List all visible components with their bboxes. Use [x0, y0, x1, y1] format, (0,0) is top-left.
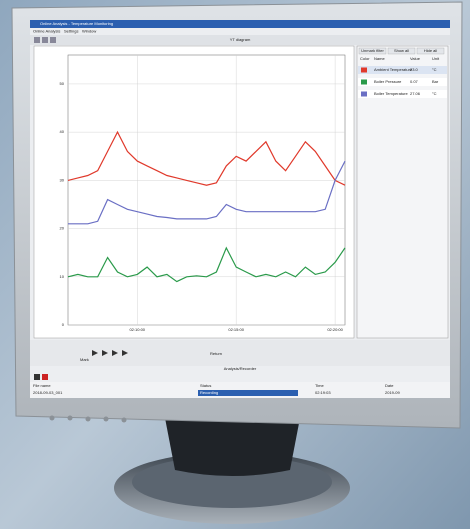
y-tick-label: 50: [60, 81, 65, 86]
color-swatch: [361, 79, 367, 85]
plot-area: [67, 54, 346, 326]
menu-item[interactable]: Online Analysis: [33, 29, 60, 34]
menu-item[interactable]: Settings: [64, 29, 78, 34]
y-tick-label: 10: [60, 274, 65, 279]
status-header: Time: [315, 383, 325, 388]
channel-table: Color Name Value Unit Ambient Temperature23.…: [358, 56, 447, 98]
panel-button-label[interactable]: Unmark filter: [361, 48, 384, 53]
button[interactable]: [49, 415, 55, 421]
panel-button-label[interactable]: Hide all: [424, 48, 437, 53]
series-line: [67, 130, 346, 186]
panel-button[interactable]: [387, 47, 416, 55]
color-swatch: [361, 91, 367, 97]
recorder-toolbar: [30, 340, 450, 366]
series-line: [68, 160, 346, 225]
stop-button[interactable]: [34, 374, 40, 380]
table-cell: 27.06: [410, 91, 421, 96]
panel-button[interactable]: [416, 47, 445, 55]
status-highlight: [198, 390, 298, 396]
mark-button[interactable]: Mark: [80, 357, 89, 362]
status-header: Status: [200, 383, 211, 388]
x-tick-label: 02:15:00: [228, 327, 244, 332]
menu-item[interactable]: Window: [82, 29, 96, 34]
status-value: Recording: [200, 390, 218, 395]
section-title: Analysis/Recorder: [224, 366, 257, 371]
x-tick-label: 02:20:00: [327, 327, 343, 332]
row-background[interactable]: [358, 90, 447, 98]
return-button[interactable]: Return: [210, 351, 222, 356]
stand-neck: [165, 418, 300, 476]
button[interactable]: [85, 416, 91, 422]
table-header: Value: [410, 56, 421, 61]
table-header: Color: [360, 56, 370, 61]
chart: 0 10 20 30 40 50 02:10:00 02:15:00 02:20:00: [60, 54, 346, 332]
tool-icon[interactable]: [50, 37, 56, 43]
y-tick-label: 0: [62, 322, 65, 327]
y-tick-label: 20: [60, 226, 65, 231]
diagram-title: YT diagram: [230, 37, 251, 42]
tool-icon[interactable]: [42, 37, 48, 43]
tool-icon[interactable]: [34, 37, 40, 43]
table-header: Unit: [432, 56, 440, 61]
table-cell: Bar: [432, 79, 439, 84]
table-cell: 23.0: [410, 67, 419, 72]
window-title: Online Analysis - Temperature Monitoring: [40, 21, 113, 26]
table-cell: Boiler Pressure: [374, 79, 402, 84]
table-cell: 0.07: [410, 79, 419, 84]
status-fields: File name 2018-09-03_001 Status Recording Ti…: [33, 383, 400, 396]
y-tick-label: 40: [60, 129, 65, 134]
table-cell: °C: [432, 67, 437, 72]
title-bar: [30, 20, 450, 28]
button[interactable]: [121, 417, 127, 423]
toolbar: [30, 35, 450, 45]
table-header: Name: [374, 56, 385, 61]
table-cell: °C: [432, 91, 437, 96]
panel-button[interactable]: [358, 47, 387, 55]
status-value: 02:19:03: [315, 390, 331, 395]
button[interactable]: [103, 416, 109, 422]
table-cell: Ambient Temperature: [374, 67, 413, 72]
status-value: 2019-09: [385, 390, 400, 395]
status-header: File name: [33, 383, 51, 388]
status-value: 2018-09-03_001: [33, 390, 63, 395]
series-line: [67, 246, 346, 283]
record-button[interactable]: [42, 374, 48, 380]
table-cell: Boiler Temperature: [374, 91, 408, 96]
row-background[interactable]: [358, 78, 447, 86]
channel-panel: [356, 45, 449, 339]
status-header: Date: [385, 383, 394, 388]
y-tick-label: 30: [60, 177, 65, 182]
panel-button-label[interactable]: Show all: [394, 48, 409, 53]
button[interactable]: [67, 415, 73, 421]
row-background[interactable]: [358, 66, 447, 74]
x-tick-label: 02:10:00: [129, 327, 145, 332]
color-swatch: [361, 67, 367, 73]
